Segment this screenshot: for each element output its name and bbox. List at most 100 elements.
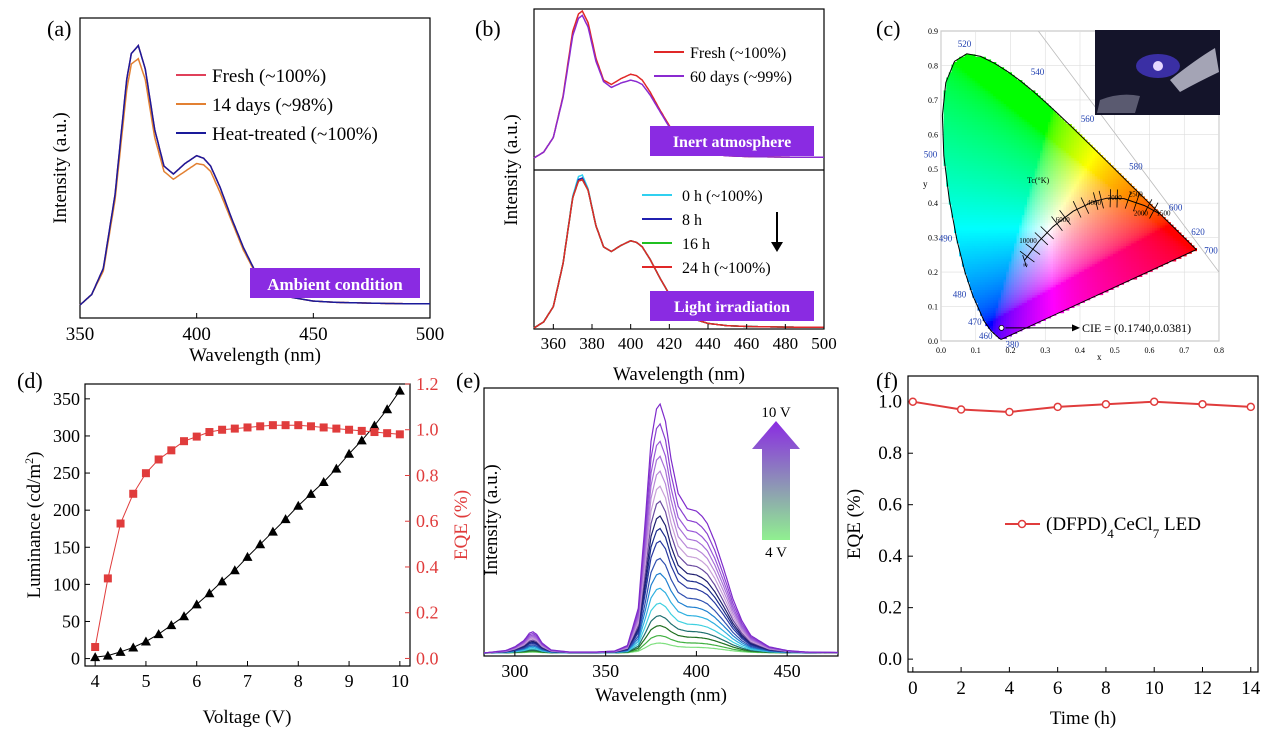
cie-cell [967, 196, 971, 200]
cie-cell [1053, 271, 1057, 275]
cie-cell [959, 129, 963, 133]
cie-cell [1066, 260, 1070, 265]
cie-cell [1081, 214, 1085, 218]
cie-cell [1016, 175, 1020, 179]
cie-cell [964, 263, 968, 267]
cie-cell [1000, 129, 1005, 133]
cie-cell [1008, 268, 1012, 272]
cie-cell [1066, 142, 1070, 146]
cie-cell [1047, 232, 1052, 236]
cie-cell [1042, 157, 1046, 161]
cie-cell [951, 72, 955, 76]
cie-cell [964, 95, 968, 99]
cie-cell [972, 289, 976, 293]
cie-cell [1019, 175, 1023, 179]
cie-cell [1073, 253, 1078, 257]
cie-cell [1063, 248, 1067, 252]
cie-cell [1087, 289, 1091, 293]
cie-cell [1021, 144, 1025, 148]
cie-cell [1016, 165, 1020, 169]
cie-cell [987, 108, 992, 112]
cie-cell [1066, 204, 1070, 208]
cie-cell [1024, 279, 1028, 283]
cie-cell [1087, 178, 1091, 182]
cie-cell [969, 64, 973, 68]
cie-cell [982, 147, 986, 151]
cie-cell [993, 180, 997, 184]
cie-cell [1034, 227, 1038, 231]
cie-cell [956, 206, 960, 210]
cie-cell [980, 165, 984, 169]
cie-cell [1021, 227, 1025, 231]
cie-cell [1021, 307, 1025, 311]
cie-cell [1060, 144, 1065, 148]
cie-cell [1053, 144, 1057, 148]
cie-cell [1087, 183, 1091, 187]
cie-cell [964, 131, 968, 135]
cie-cell [995, 209, 999, 213]
cie-cell [980, 90, 984, 94]
cie-cell [993, 276, 997, 280]
cie-cell [1008, 315, 1012, 319]
cie-cell [1040, 289, 1044, 293]
cie-cell [1087, 193, 1091, 197]
cie-cell [1060, 253, 1065, 257]
cie-cell [951, 126, 955, 130]
cie-cell [964, 56, 968, 60]
cie-cell [946, 152, 950, 156]
cie-cell [959, 201, 963, 205]
cie-cell [1034, 214, 1038, 218]
cie-cell [1047, 152, 1052, 156]
panel-label-b: (b) [475, 16, 501, 41]
cie-cell [1053, 126, 1057, 130]
cie-cell [1008, 111, 1012, 115]
cie-cell [982, 302, 986, 306]
cie-cell [1073, 211, 1078, 215]
cie-cell [956, 175, 960, 179]
cie-cell [1003, 100, 1007, 104]
cie-cell [990, 87, 994, 91]
cie-cell [1029, 136, 1033, 141]
cie-cell [993, 260, 997, 265]
cie-cell [974, 186, 979, 190]
cie-cell [998, 111, 1002, 115]
cie-cell [1087, 147, 1091, 151]
cie-cell [1076, 286, 1080, 290]
cie-cell [1060, 198, 1065, 203]
cie-cell [980, 291, 984, 296]
cie-cell [990, 245, 994, 249]
cie-cell [1021, 170, 1025, 174]
cie-cell [951, 93, 955, 97]
cie-cell [972, 245, 976, 249]
cie-cell [1068, 266, 1072, 270]
cie-cell [1011, 178, 1015, 182]
cie-cell [1063, 196, 1067, 200]
cie-cell [1042, 160, 1046, 164]
cie-cell [956, 214, 960, 218]
cie-cell [1034, 263, 1038, 267]
cie-cell [1011, 147, 1015, 151]
cie-cell [1042, 191, 1046, 195]
cie-cell [980, 237, 984, 241]
cie-cell [1073, 276, 1078, 280]
cie-cell [1060, 229, 1065, 234]
xtick-b-label-500: 500 [811, 334, 837, 353]
cie-cell [1003, 149, 1007, 153]
cie-cell [972, 196, 976, 200]
cie-cell [998, 100, 1002, 104]
cie-cell [1021, 87, 1025, 91]
cie-cell [1032, 299, 1036, 303]
cie-cell [1073, 183, 1078, 187]
cie-cell [1053, 175, 1057, 179]
cie-cell [1029, 188, 1033, 192]
cie-cell [972, 188, 976, 192]
cie-cell [974, 152, 979, 156]
cie-cell [1073, 299, 1078, 303]
cie-cell [1003, 131, 1007, 135]
cie-cell [1040, 124, 1044, 128]
cie-cell [1016, 95, 1020, 99]
cie-cell [951, 147, 955, 151]
cie-cell [1006, 167, 1010, 172]
cie-cell [987, 304, 992, 308]
cie-cell [967, 258, 971, 262]
